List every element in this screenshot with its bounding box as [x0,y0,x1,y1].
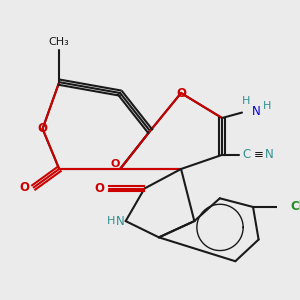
Text: H: H [107,216,115,226]
Text: N: N [252,105,261,118]
Text: O: O [176,86,186,100]
Text: Cl: Cl [291,200,300,214]
Text: C: C [242,148,251,161]
Text: N: N [116,214,125,228]
Text: O: O [38,122,48,135]
Text: O: O [95,182,105,195]
Text: H: H [242,96,250,106]
Text: O: O [20,181,29,194]
Text: ≡: ≡ [254,148,263,161]
Text: N: N [265,148,274,161]
Text: CH₃: CH₃ [49,37,70,46]
Text: O: O [110,159,119,169]
Text: H: H [263,101,272,111]
